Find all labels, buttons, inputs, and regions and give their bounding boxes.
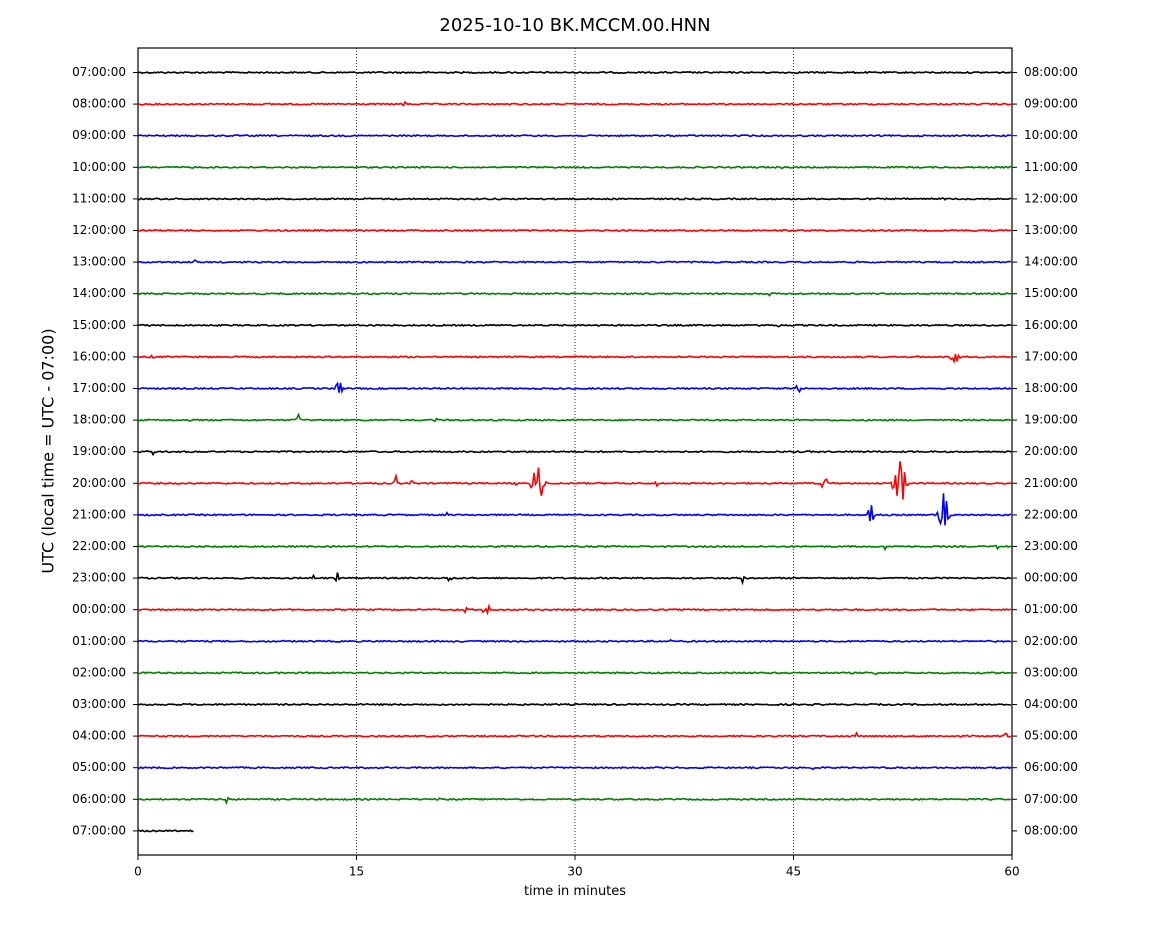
y-tick-label-left: 19:00:00 [72, 444, 126, 458]
y-tick-label-right: 16:00:00 [1024, 318, 1078, 332]
y-tick-label-left: 23:00:00 [72, 571, 126, 585]
seismic-trace [137, 572, 1012, 586]
seismic-trace [137, 259, 1012, 264]
x-tick-label: 15 [349, 865, 364, 879]
y-tick-label-left: 00:00:00 [72, 602, 126, 616]
y-tick-label-right: 22:00:00 [1024, 507, 1078, 521]
y-tick-label-right: 05:00:00 [1024, 729, 1078, 743]
y-tick-label-right: 06:00:00 [1024, 760, 1078, 774]
y-tick-label-right: 08:00:00 [1024, 823, 1078, 837]
y-tick-label-right: 23:00:00 [1024, 539, 1078, 553]
seismic-trace [137, 449, 1012, 457]
seismic-trace [137, 353, 1012, 364]
seismic-trace [137, 829, 194, 833]
seismic-trace [137, 100, 1012, 107]
y-tick-label-right: 19:00:00 [1024, 413, 1078, 427]
chart-title: 2025-10-10 BK.MCCM.00.HNN [439, 15, 711, 36]
seismic-trace [137, 702, 1012, 707]
seismic-trace [137, 544, 1012, 552]
seismic-trace [137, 765, 1012, 771]
y-tick-label-left: 18:00:00 [72, 413, 126, 427]
y-tick-label-right: 18:00:00 [1024, 381, 1078, 395]
y-tick-label-left: 12:00:00 [72, 223, 126, 237]
y-tick-label-right: 04:00:00 [1024, 697, 1078, 711]
y-tick-label-right: 10:00:00 [1024, 128, 1078, 142]
seismic-trace [137, 493, 1012, 526]
y-tick-label-right: 01:00:00 [1024, 602, 1078, 616]
y-tick-label-left: 05:00:00 [72, 760, 126, 774]
y-tick-label-left: 11:00:00 [72, 191, 126, 205]
y-tick-label-right: 14:00:00 [1024, 255, 1078, 269]
y-tick-label-left: 06:00:00 [72, 792, 126, 806]
seismic-trace [137, 133, 1012, 138]
y-tick-label-right: 20:00:00 [1024, 444, 1078, 458]
seismic-trace [137, 70, 1012, 75]
y-tick-label-right: 02:00:00 [1024, 634, 1078, 648]
y-tick-label-right: 08:00:00 [1024, 65, 1078, 79]
y-tick-label-right: 17:00:00 [1024, 349, 1078, 363]
seismic-trace [137, 671, 1012, 676]
y-tick-label-left: 07:00:00 [72, 823, 126, 837]
y-tick-label-left: 22:00:00 [72, 539, 126, 553]
y-tick-label-left: 14:00:00 [72, 286, 126, 300]
seismic-trace [137, 165, 1012, 170]
seismic-trace [137, 412, 1012, 423]
x-tick-label: 45 [786, 865, 801, 879]
seismic-trace [137, 381, 1012, 395]
y-tick-label-left: 10:00:00 [72, 160, 126, 174]
y-tick-label-left: 01:00:00 [72, 634, 126, 648]
y-tick-label-right: 07:00:00 [1024, 792, 1078, 806]
y-tick-label-right: 11:00:00 [1024, 160, 1078, 174]
seismic-trace [137, 731, 1012, 738]
y-tick-label-left: 08:00:00 [72, 97, 126, 111]
y-tick-label-right: 03:00:00 [1024, 665, 1078, 679]
x-axis-label: time in minutes [523, 884, 627, 899]
seismic-trace [137, 461, 1012, 500]
y-tick-label-left: 17:00:00 [72, 381, 126, 395]
y-tick-label-left: 15:00:00 [72, 318, 126, 332]
y-tick-label-left: 16:00:00 [72, 349, 126, 363]
seismic-trace [137, 197, 1012, 201]
y-tick-label-right: 13:00:00 [1024, 223, 1078, 237]
y-tick-label-left: 13:00:00 [72, 255, 126, 269]
x-tick-label: 0 [134, 865, 142, 879]
seismic-trace [137, 323, 1012, 328]
x-tick-label: 60 [1004, 865, 1019, 879]
y-tick-label-right: 21:00:00 [1024, 476, 1078, 490]
y-tick-label-left: 21:00:00 [72, 507, 126, 521]
y-tick-label-left: 02:00:00 [72, 665, 126, 679]
seismic-trace [137, 228, 1012, 233]
y-tick-label-right: 09:00:00 [1024, 97, 1078, 111]
y-tick-label-right: 15:00:00 [1024, 286, 1078, 300]
y-tick-label-left: 20:00:00 [72, 476, 126, 490]
x-tick-label: 30 [567, 865, 582, 879]
y-tick-label-right: 00:00:00 [1024, 571, 1078, 585]
y-tick-label-left: 09:00:00 [72, 128, 126, 142]
y-axis-label: UTC (local time = UTC - 07:00) [38, 328, 58, 574]
y-tick-label-left: 04:00:00 [72, 729, 126, 743]
seismic-trace [137, 603, 1012, 616]
seismic-trace [137, 291, 1012, 297]
seismic-trace [137, 638, 1012, 643]
y-tick-label-left: 07:00:00 [72, 65, 126, 79]
y-tick-label-right: 12:00:00 [1024, 191, 1078, 205]
seismic-trace [137, 796, 1012, 806]
y-tick-label-left: 03:00:00 [72, 697, 126, 711]
